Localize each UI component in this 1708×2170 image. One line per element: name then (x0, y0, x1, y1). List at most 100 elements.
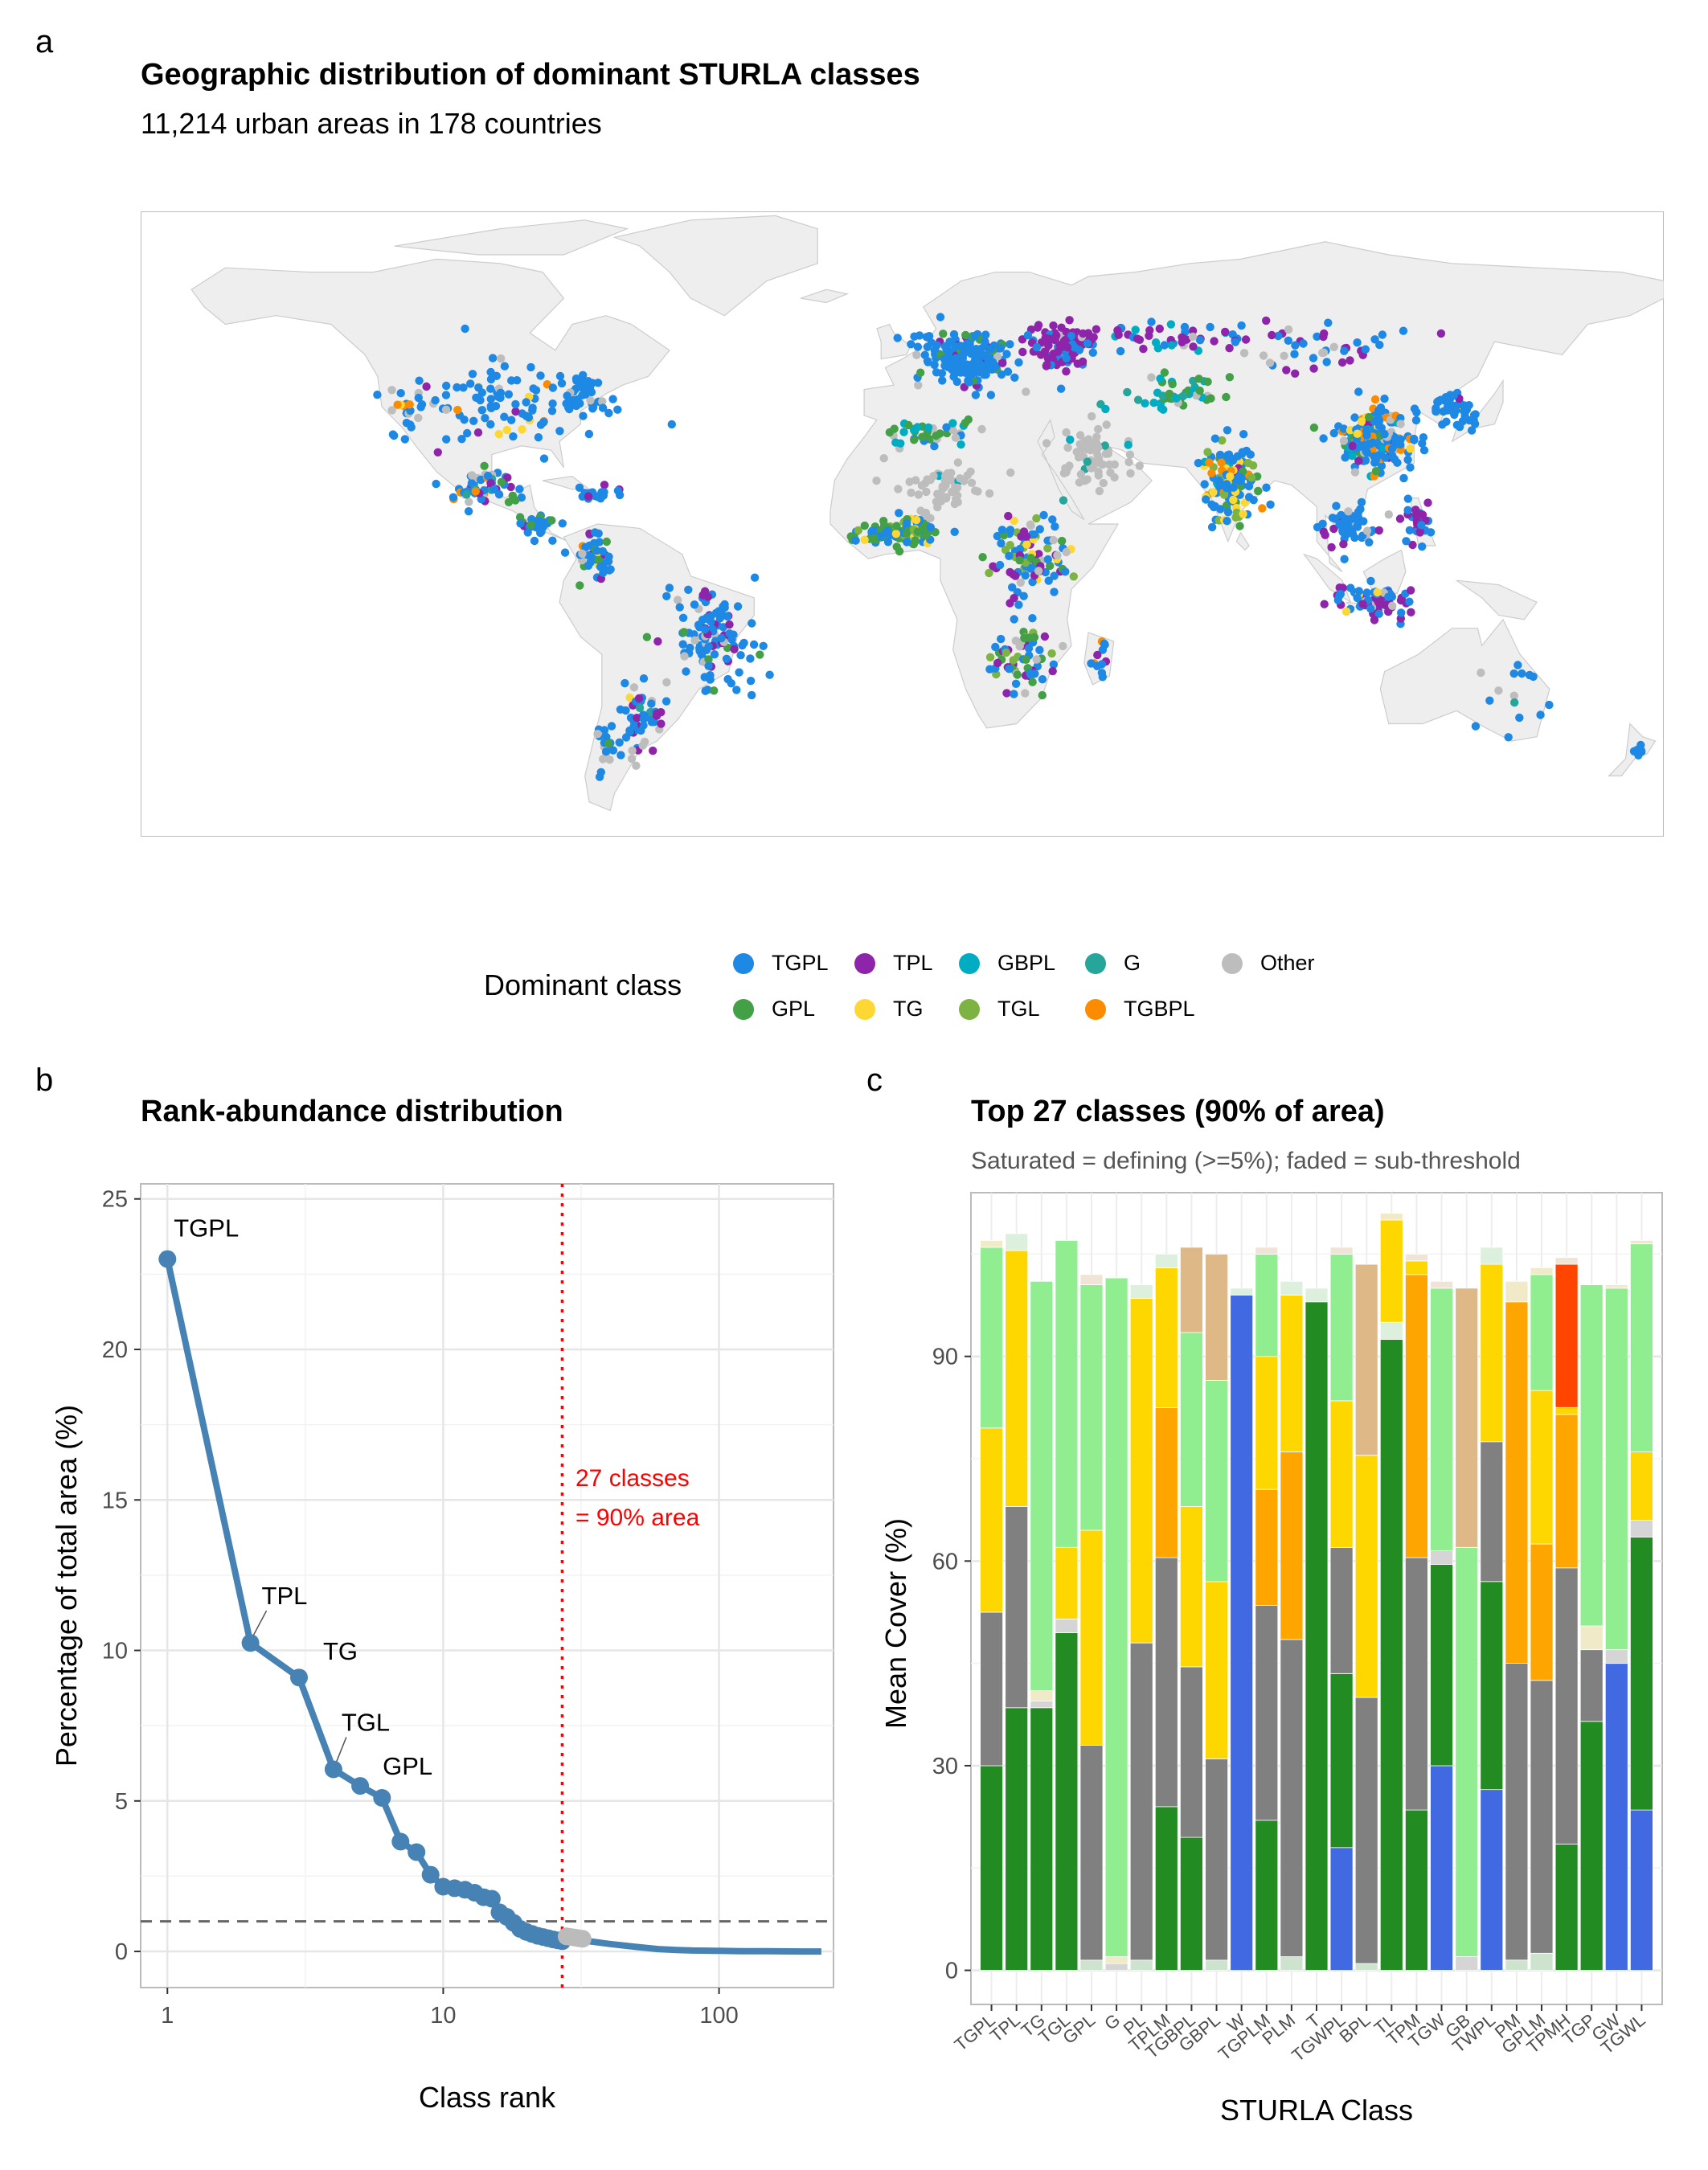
urban-point-tgpl (1397, 608, 1406, 617)
urban-point-tpl (1178, 338, 1186, 346)
urban-point-tgpl (986, 391, 996, 399)
urban-point-tgpl (1010, 615, 1018, 624)
urban-point-tgpl (1050, 588, 1059, 596)
urban-point-tgpl (1010, 690, 1018, 698)
urban-point-tgpl (1216, 505, 1225, 514)
point-label: TGPL (174, 1214, 239, 1243)
urban-point-other (1494, 686, 1503, 695)
bar-segment-g-faded (1154, 1253, 1178, 1268)
urban-point-tgpl (913, 342, 923, 351)
bar-tgbpl (1179, 1247, 1203, 1971)
urban-point-tgpl (449, 493, 458, 502)
urban-point-tgpl (402, 419, 412, 428)
urban-point-other (894, 485, 903, 493)
urban-point-tgpl (463, 428, 472, 438)
urban-point-gpl (1165, 389, 1174, 399)
urban-point-tgpl (903, 538, 911, 547)
urban-point-tgpl (1015, 545, 1025, 554)
urban-point-tgpl (1231, 338, 1240, 346)
urban-point-gpl (1168, 379, 1177, 389)
urban-point-tgpl (922, 333, 931, 342)
urban-point-tgpl (1545, 700, 1554, 710)
legend-swatch (854, 998, 875, 1020)
rank-point (290, 1668, 308, 1687)
urban-point-other (1101, 449, 1111, 458)
y-axis-label: Percentage of total area (%) (50, 1405, 83, 1767)
urban-point-tgpl (1634, 751, 1643, 760)
world-map (141, 211, 1664, 837)
urban-point-tgpl (1368, 438, 1378, 447)
urban-point-other (1339, 436, 1349, 445)
urban-point-tgpl (607, 722, 616, 731)
urban-point-tg (891, 530, 901, 538)
urban-point-other (1049, 535, 1058, 545)
bar-tgw (1430, 1280, 1453, 1971)
urban-point-tgpl (748, 690, 756, 700)
urban-point-tgpl (432, 479, 440, 489)
urban-point-tgpl (997, 370, 1006, 379)
urban-point-tpl (703, 592, 713, 601)
urban-point-tgpl (1284, 336, 1293, 345)
bar-segment-l-faded (1505, 1280, 1529, 1303)
urban-point-tgpl (496, 388, 506, 397)
legend-item-g: G (1085, 951, 1141, 976)
bar-segment-l (1530, 1390, 1554, 1545)
rank-point (573, 1930, 592, 1948)
panel-c-title: Top 27 classes (90% of area) (971, 1095, 1385, 1128)
bar-segment-g-faded (1305, 1288, 1329, 1303)
bar-segment-g (1430, 1288, 1453, 1551)
urban-point-tgbpl (1205, 458, 1214, 467)
bar-segment-g (1455, 1546, 1479, 1957)
urban-point-tgbpl (1258, 504, 1267, 513)
urban-point-tpl (1329, 524, 1338, 534)
urban-point-tg (1353, 429, 1362, 438)
urban-point-tpl (506, 482, 515, 492)
urban-point-g (1100, 441, 1110, 450)
bar-segment-p (1079, 1745, 1104, 1961)
urban-point-tgpl (997, 526, 1007, 534)
urban-point-tgpl (991, 642, 1000, 652)
urban-point-tgpl (1353, 593, 1362, 603)
urban-point-tgpl (528, 403, 537, 412)
bar-segment-t (1554, 1844, 1579, 1971)
urban-point-other (1026, 520, 1035, 529)
urban-point-tgpl (591, 528, 600, 537)
urban-point-other (1135, 461, 1145, 470)
urban-point-tgpl (1365, 538, 1374, 547)
y-tick-label: 20 (102, 1337, 128, 1363)
urban-point-tgpl (453, 383, 461, 392)
y-tick-label: 30 (932, 1754, 958, 1779)
urban-point-other (1021, 689, 1030, 698)
urban-point-gpl (1046, 561, 1055, 571)
urban-point-other (468, 471, 477, 480)
urban-point-tgpl (1021, 571, 1030, 580)
urban-point-tgpl (562, 399, 571, 408)
urban-point-tg (1406, 444, 1415, 453)
urban-point-tpl (1155, 324, 1165, 334)
urban-point-other (1094, 443, 1103, 452)
bar-plm (1280, 1280, 1304, 1971)
point-label: TG (323, 1637, 358, 1665)
urban-point-tgpl (476, 395, 485, 405)
urban-point-tgpl (595, 538, 604, 547)
urban-point-tgpl (588, 379, 597, 387)
urban-point-tgpl (1229, 483, 1238, 492)
urban-point-tgpl (1147, 317, 1156, 326)
bar-gpl (1079, 1274, 1104, 1971)
bar-segment-p-faded (1104, 1963, 1128, 1971)
bar-g (1104, 1277, 1128, 1971)
urban-point-other (387, 406, 396, 415)
urban-point-gpl (1309, 423, 1319, 432)
urban-point-tgpl (396, 389, 405, 398)
urban-point-other (1147, 373, 1156, 382)
urban-point-gbpl (1131, 326, 1140, 334)
urban-point-tgpl (507, 416, 516, 424)
urban-point-tgpl (945, 338, 955, 346)
bar-segment-g (1055, 1239, 1079, 1548)
urban-point-tgl (1069, 572, 1079, 581)
urban-point-gbpl (1348, 452, 1357, 461)
urban-point-tpl (993, 658, 1002, 668)
urban-point-tgpl (1403, 455, 1412, 465)
urban-point-tgpl (1405, 597, 1414, 606)
bar-segment-g-faded (1230, 1288, 1254, 1296)
